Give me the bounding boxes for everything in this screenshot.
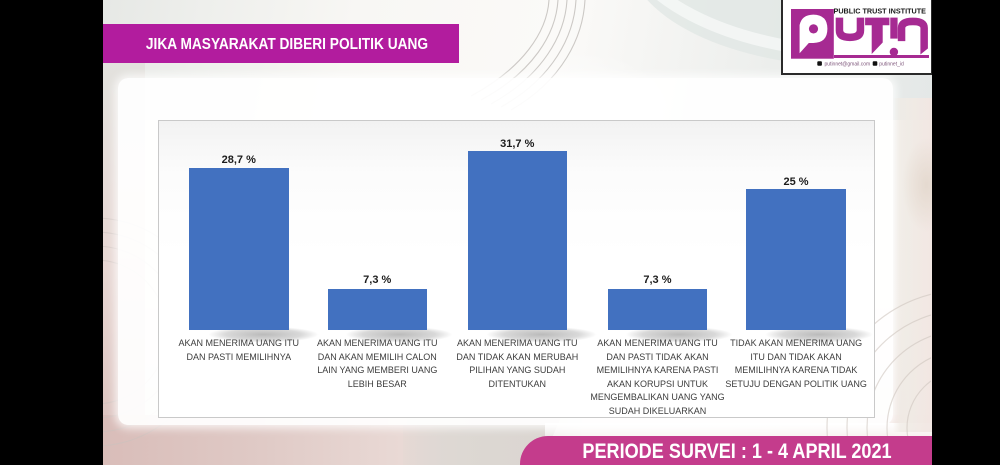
svg-text:putinnet@gmail.com: putinnet@gmail.com: [825, 62, 871, 68]
svg-text:putinnet_id: putinnet_id: [879, 62, 904, 68]
svg-text:PUBLIC TRUST INSTITUTE: PUBLIC TRUST INSTITUTE: [834, 8, 927, 15]
